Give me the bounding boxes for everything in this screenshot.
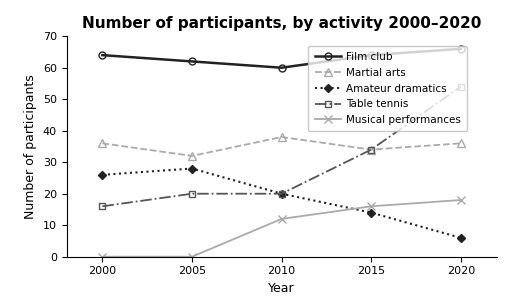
Musical performances [99,255,105,259]
Musical performances [368,204,374,208]
X-axis label: Year: Year [268,282,295,295]
Amateur dramatics [458,236,464,239]
Title: Number of participants, by activity 2000–2020: Number of participants, by activity 2000… [82,16,481,31]
Martial arts [279,135,285,139]
Film club [368,53,374,57]
Line: Table tennis: Table tennis [99,83,464,210]
Line: Film club: Film club [99,45,464,71]
Line: Musical performances: Musical performances [98,196,465,261]
Film club [279,66,285,69]
Amateur dramatics [368,211,374,214]
Martial arts [189,154,195,158]
Martial arts [99,142,105,145]
Film club [458,47,464,51]
Amateur dramatics [189,167,195,170]
Amateur dramatics [99,173,105,177]
Y-axis label: Number of participants: Number of participants [24,74,37,219]
Table tennis [189,192,195,195]
Martial arts [368,148,374,151]
Table tennis [458,85,464,88]
Film club [99,53,105,57]
Film club [189,59,195,63]
Martial arts [458,142,464,145]
Line: Amateur dramatics: Amateur dramatics [100,166,463,241]
Table tennis [368,148,374,151]
Musical performances [189,255,195,259]
Table tennis [99,204,105,208]
Amateur dramatics [279,192,285,195]
Legend: Film club, Martial arts, Amateur dramatics, Table tennis, Musical performances: Film club, Martial arts, Amateur dramati… [308,46,467,131]
Line: Martial arts: Martial arts [98,133,465,160]
Table tennis [279,192,285,195]
Musical performances [279,217,285,221]
Musical performances [458,198,464,202]
